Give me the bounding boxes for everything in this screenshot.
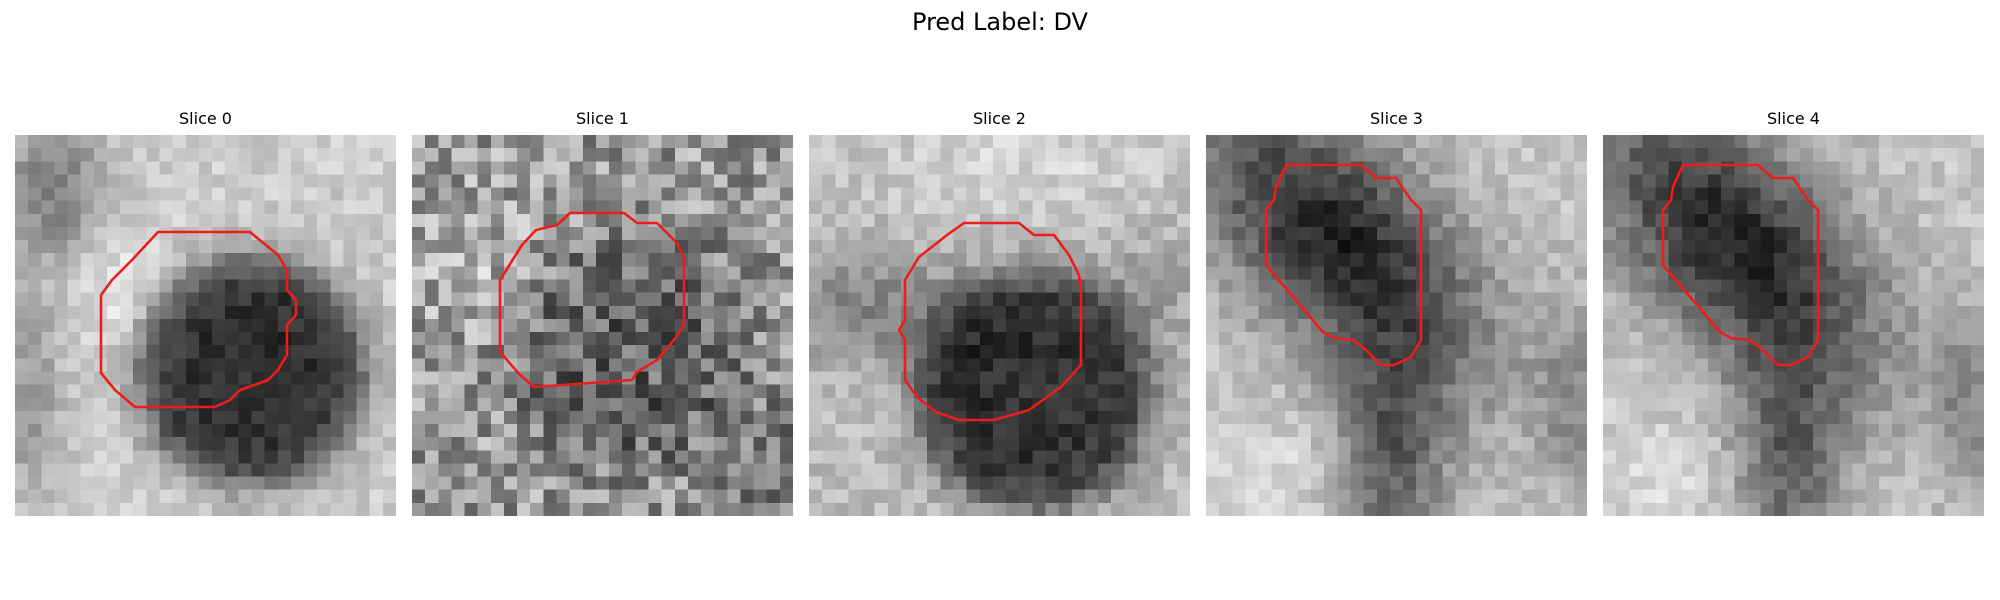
panel-title-slice-4: Slice 4 [1767,109,1820,128]
panel-title-slice-2: Slice 2 [973,109,1026,128]
slice-image-4 [1603,135,1984,516]
contour-overlay-2 [897,221,1083,422]
segmentation-contour [1661,163,1820,367]
contour-overlay-1 [498,211,686,389]
slice-image-0 [15,135,396,516]
segmentation-contour [897,221,1083,422]
grayscale-slice-4 [1603,135,1984,516]
segmentation-contour [1264,163,1423,367]
figure-title: Pred Label: DV [912,8,1088,36]
contour-overlay-3 [1264,163,1423,367]
panel-title-slice-0: Slice 0 [179,109,232,128]
panel-title-slice-3: Slice 3 [1370,109,1423,128]
panel-title-slice-1: Slice 1 [576,109,629,128]
grayscale-slice-0 [15,135,396,516]
contour-overlay-4 [1661,163,1820,367]
grayscale-slice-2 [809,135,1190,516]
grayscale-slice-1 [412,135,793,516]
contour-overlay-0 [99,230,298,409]
segmentation-contour [498,211,686,389]
slice-image-2 [809,135,1190,516]
grayscale-slice-3 [1206,135,1587,516]
slice-image-3 [1206,135,1587,516]
segmentation-contour [99,230,298,409]
slice-image-1 [412,135,793,516]
